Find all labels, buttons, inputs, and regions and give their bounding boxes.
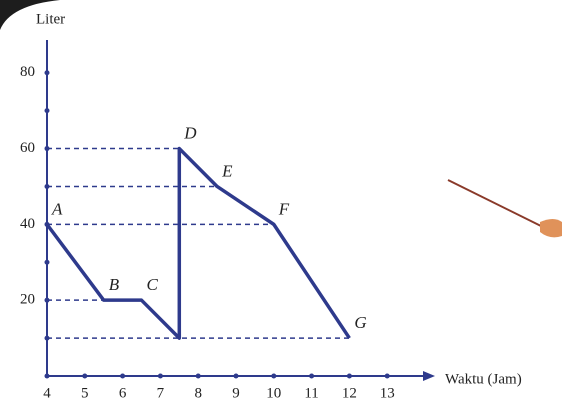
point-label: F [278, 199, 290, 218]
y-tick [44, 146, 50, 152]
x-tick [82, 373, 88, 379]
x-tick-label: 11 [304, 385, 318, 401]
point-label: C [147, 275, 159, 294]
x-tick [346, 373, 352, 379]
y-minor-tick [44, 335, 50, 341]
point-label: G [354, 313, 366, 332]
x-tick [271, 373, 277, 379]
point-label: D [183, 123, 197, 142]
y-minor-tick [44, 183, 50, 189]
y-minor-tick [44, 108, 50, 114]
x-tick-label: 12 [342, 385, 357, 401]
x-tick [120, 373, 126, 379]
y-minor-tick [44, 259, 50, 265]
x-tick [44, 373, 50, 379]
pointer-hand [540, 219, 562, 238]
y-tick-label: 40 [20, 216, 35, 232]
x-tick-label: 9 [232, 385, 240, 401]
point-label: A [51, 199, 63, 218]
y-tick [44, 297, 50, 303]
x-tick-label: 5 [81, 385, 89, 401]
x-tick [309, 373, 315, 379]
y-axis-label: Liter [36, 11, 65, 27]
point-label: B [109, 275, 120, 294]
y-tick-label: 20 [20, 292, 35, 308]
x-tick [157, 373, 163, 379]
x-tick-label: 4 [43, 385, 51, 401]
x-tick-label: 6 [119, 385, 127, 401]
pointer-stick [447, 179, 546, 229]
point-label: E [221, 161, 233, 180]
x-axis-arrow [423, 371, 435, 381]
y-tick-label: 80 [20, 64, 35, 80]
x-tick [384, 373, 390, 379]
x-tick [233, 373, 239, 379]
y-tick [44, 70, 50, 76]
x-axis-label: Waktu (Jam) [445, 371, 522, 387]
x-tick-label: 8 [194, 385, 202, 401]
x-tick-label: 13 [380, 385, 395, 401]
x-tick-label: 10 [266, 385, 281, 401]
x-tick [195, 373, 201, 379]
corner-decoration [0, 0, 60, 30]
y-tick-label: 60 [20, 140, 35, 156]
data-line [45, 146, 351, 340]
x-tick-label: 7 [157, 385, 165, 401]
